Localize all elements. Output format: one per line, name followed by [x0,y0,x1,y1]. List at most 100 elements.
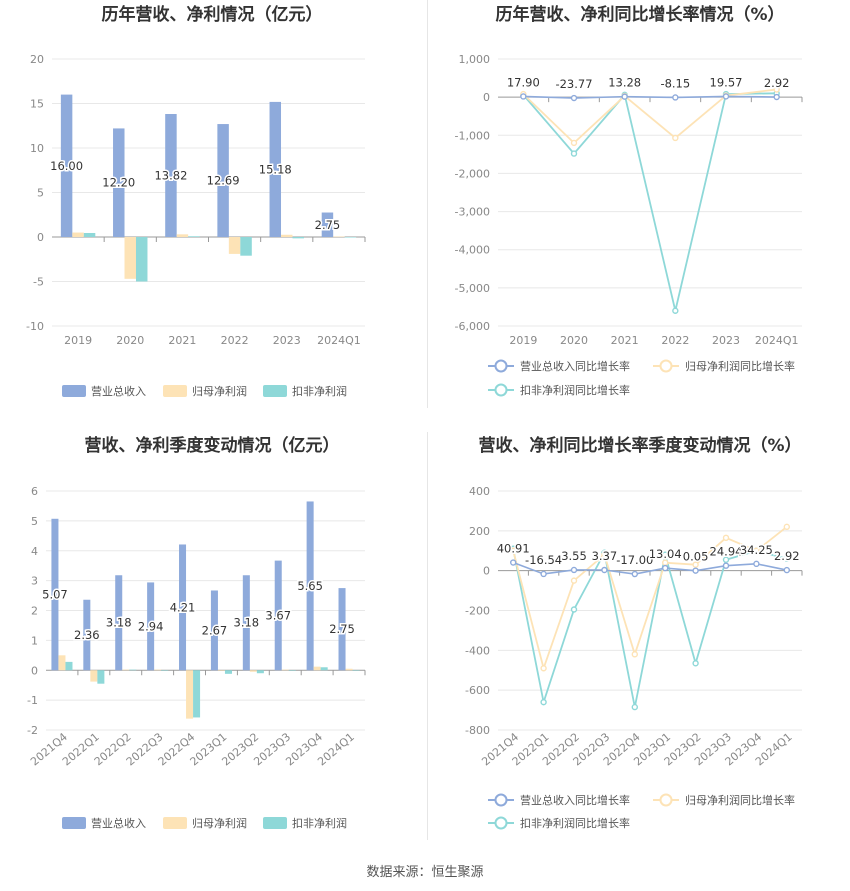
bar [345,668,353,671]
data-point [509,559,517,566]
legend-label: 扣非净利润 [292,384,347,398]
bar-value-label: 2.67 [202,623,228,637]
bar-value-label: 16.00 [50,159,83,173]
x-tick-label: 2019 [64,334,92,347]
bar [165,114,177,237]
y-tick-label: 6 [31,485,38,498]
line-value-label: 3.37 [592,549,618,563]
y-tick-label: -5,000 [455,282,490,295]
bar [224,670,232,674]
bar-value-label: 5.65 [297,579,323,593]
x-tick-label: 2021 [611,334,639,347]
legend-swatch [263,385,287,397]
line-value-label: 24.94 [710,545,743,559]
line-value-label: 34.25 [740,543,773,557]
y-tick-label: 0 [37,231,44,244]
bar-value-label: 5.07 [42,588,68,602]
data-point [692,567,699,574]
data-point [692,561,699,568]
bar-value-label: 2.94 [138,619,164,633]
series-line [512,561,787,575]
data-source-note: 数据来源：恒生聚源 [366,865,484,880]
bar-value-label: 13.82 [154,169,187,183]
chart-quarterly-growth: 营收、净利同比增长率季度变动情况（%） 400 200 0 -200 -400 -600 -8… [428,425,850,845]
panel-divider-bottom [427,432,428,840]
bar [147,582,155,671]
series-line [523,95,777,99]
series-line [512,548,788,708]
line-value-label: 40.91 [497,542,530,556]
legend-marker [494,359,508,373]
legend: 营业总收入 归母净利润 扣非净利润 [62,816,347,830]
bar [113,128,125,237]
y-tick-label: -5 [33,276,44,289]
legend-label: 归母净利润同比增长率 [685,359,795,373]
y-tick-label: 400 [469,485,490,498]
annual-growth-chart-svg: 历年营收、净利同比增长率情况（%） 1,000 0 -1,000 -2,000 -3,00… [455,4,803,397]
line-value-label: 13.04 [649,547,682,561]
legend-marker [494,383,508,397]
y-tick-label: 4 [31,545,38,558]
data-point [722,562,730,569]
line-value-label: -23.77 [555,77,592,91]
bar [176,234,189,237]
panel-divider-top [427,0,428,408]
y-tick-label: 0 [483,91,490,104]
data-point [570,94,578,102]
line-value-label: -16.54 [525,553,562,567]
legend-marker [494,816,508,830]
legend-label: 扣非净利润同比增长率 [520,383,630,397]
data-point [773,93,780,101]
bar [51,518,59,671]
legend-label: 营业总收入 [91,816,146,830]
bar [217,670,225,671]
bar [274,560,282,671]
series-line [512,526,788,672]
legend-label: 营业总收入同比增长率 [520,359,630,373]
bar [124,237,136,279]
y-tick-label: -2 [27,724,38,737]
y-tick-label: 200 [469,525,490,538]
bar [249,670,257,672]
bar [154,669,162,671]
y-tick-label: -1,000 [455,129,490,142]
y-tick-label: -3,000 [455,206,490,219]
x-tick-label: 2020 [560,334,588,347]
bar-value-label: 12.69 [207,174,240,188]
data-point [722,556,730,563]
y-tick-label: 0 [483,565,490,578]
bar [313,666,321,671]
data-point [540,698,547,706]
bar-value-label: 2.75 [329,622,355,636]
y-tick-label: -600 [465,684,490,697]
y-tick-label: -2,000 [455,167,490,180]
legend-marker [494,793,508,807]
quarterly-growth-chart-svg: 营收、净利同比增长率季度变动情况（%） 400 200 0 -200 -400 -600 -8… [465,435,803,830]
x-tick-label: 2021 [168,334,196,347]
bar [320,667,328,671]
data-point [621,93,628,100]
bar [65,661,73,671]
annual-bar-chart-svg: 历年营收、净利情况（亿元） 20 15 10 5 0 -5 -10 2019 2020 2021 20… [26,4,366,398]
chart-title: 营收、净利季度变动情况（亿元） [85,435,340,456]
data-point [570,566,578,574]
bar [60,94,73,237]
data-point [601,551,608,558]
chart-quarterly-bars: 营收、净利季度变动情况（亿元） 6 5 4 3 2 1 0 -1 -2 2021Q4 2022Q1 20… [0,425,425,845]
y-tick-label: 1,000 [459,53,491,66]
legend-label: 归母净利润 [192,384,247,398]
y-tick-label: 2 [31,605,38,618]
bar-value-label: 4.21 [170,600,196,614]
chart-title: 营收、净利同比增长率季度变动情况（%） [478,435,801,456]
data-point [509,547,517,554]
bar-value-label: 12.20 [102,176,135,190]
chart-title: 历年营收、净利同比增长率情况（%） [495,4,784,25]
y-tick-label: 3 [31,575,38,588]
x-tick-label: 2019 [509,334,537,347]
chart-title: 历年营收、净利情况（亿元） [102,4,323,25]
y-tick-label: 15 [30,98,44,111]
bar [58,655,66,671]
bar [161,670,169,671]
y-tick-label: 5 [37,187,44,200]
